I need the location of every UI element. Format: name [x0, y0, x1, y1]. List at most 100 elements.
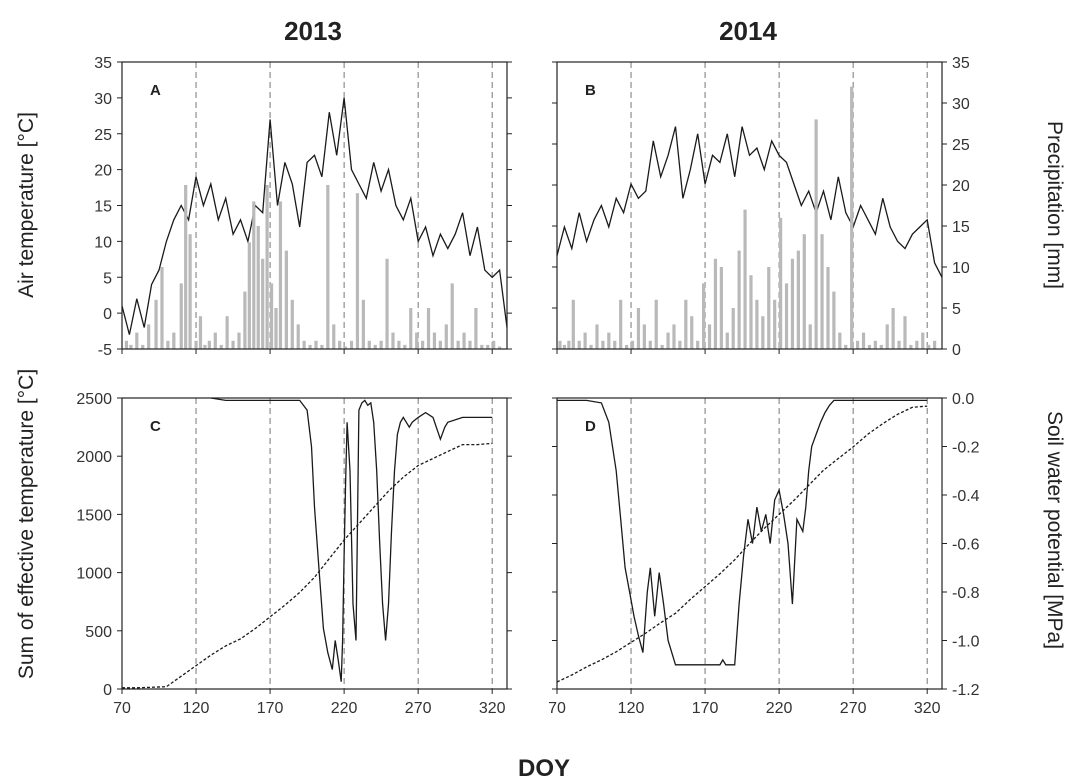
precipitation-bar: [474, 308, 478, 349]
precipitation-bar: [562, 344, 567, 349]
precipitation-bar: [814, 119, 818, 350]
x-tick-label: 320: [914, 700, 941, 717]
y2-tick-label: 10: [952, 260, 970, 277]
plot-frame: [556, 61, 943, 350]
precipitation-bar: [630, 340, 635, 349]
precipitation-bar: [701, 283, 706, 349]
precipitation-bar: [247, 242, 251, 349]
x-tick-label: 120: [618, 700, 645, 717]
y-tick-label: 2500: [76, 391, 112, 408]
y-tick-label: 20: [94, 163, 112, 180]
precipitation-bar: [696, 340, 700, 349]
plot-frame: [121, 397, 508, 690]
precipitation-bar: [308, 344, 312, 349]
y-axis-title-soil-water-potential: Soil water potential [MPa]: [1043, 411, 1066, 649]
precipitation-bar: [225, 316, 229, 349]
precipitation-bar: [832, 291, 836, 349]
precipitation-bar: [749, 275, 753, 349]
precipitation-bar: [903, 316, 907, 349]
precipitation-bar: [850, 86, 854, 349]
precipitation-bar: [426, 308, 431, 349]
y-tick-label: 25: [94, 127, 112, 144]
precipitation-bar: [826, 267, 830, 349]
precipitation-bar: [885, 324, 889, 349]
precipitation-bar: [492, 340, 496, 349]
precipitation-bar: [607, 332, 611, 349]
precipitation-bar: [796, 250, 800, 349]
precipitation-bar: [361, 299, 365, 349]
precipitation-bar: [320, 344, 324, 349]
precipitation-bar: [558, 340, 562, 349]
panel-c: C 70 120 170 220 270 320 0 500 1000 1500 2000 2500: [76, 391, 512, 717]
precipitation-bar: [707, 324, 712, 349]
precipitation-bar: [284, 250, 288, 349]
precipitation-bar: [820, 234, 824, 349]
precipitation-bar: [778, 217, 783, 349]
precipitation-bar: [589, 344, 593, 349]
precipitation-bar: [438, 340, 442, 349]
precipitation-bar: [154, 299, 158, 349]
precipitation-bar: [338, 340, 342, 349]
y2-tick-label: 20: [952, 178, 970, 195]
y-tick-label: 10: [94, 234, 112, 251]
precipitation-bar: [252, 201, 256, 349]
precipitation-bar: [790, 258, 795, 349]
precipitation-bar: [160, 267, 164, 349]
precipitation-bar: [243, 291, 247, 349]
precipitation-bar: [636, 308, 641, 349]
precipitation-bar: [172, 332, 176, 349]
precipitation-bar: [737, 250, 741, 349]
precipitation-bar: [932, 340, 937, 349]
precipitation-bar: [290, 299, 294, 349]
precipitation-bar: [409, 308, 413, 349]
y-axis-title-sum-effective-temperature: Sum of effective temperature [°C]: [15, 369, 38, 679]
precipitation-bar: [897, 340, 901, 349]
precipitation-bar: [802, 234, 806, 349]
precipitation-bar: [915, 340, 919, 349]
y2-tick-label: -0.6: [952, 537, 980, 554]
x-tick-label: 120: [183, 700, 210, 717]
precipitation-bar: [355, 193, 360, 349]
precipitation-bar: [207, 340, 211, 349]
soil-water-potential-line: [557, 399, 928, 666]
precipitation-bar: [415, 332, 419, 349]
precipitation-bar: [867, 344, 872, 349]
x-tick-label: 70: [548, 700, 566, 717]
precipitation-bar: [332, 324, 336, 349]
precipitation-bar: [761, 316, 765, 349]
x-tick-label: 170: [692, 700, 719, 717]
precipitation-bar: [256, 226, 260, 349]
precipitation-bar: [713, 258, 718, 349]
precipitation-bar: [855, 340, 860, 349]
precipitation-bar: [444, 324, 448, 349]
precipitation-bar: [595, 324, 599, 349]
precipitation-bar: [379, 340, 383, 349]
precipitation-bar: [666, 332, 670, 349]
precipitation-bar: [188, 234, 192, 349]
y2-tick-label: 0: [952, 342, 961, 359]
y2-tick-label: 35: [952, 55, 970, 72]
precipitation-bar: [135, 332, 139, 349]
y-tick-label: 1000: [76, 566, 112, 583]
soil-water-potential-line: [210, 397, 493, 682]
x-tick-label: 270: [840, 700, 867, 717]
y2-tick-label: 0.0: [952, 391, 974, 408]
x-axis-title-doy: DOY: [518, 755, 570, 782]
x-tick-label: 70: [113, 700, 131, 717]
precipitation-bar: [767, 267, 771, 349]
y2-tick-label: 30: [952, 96, 970, 113]
precipitation-bar: [873, 340, 877, 349]
plot-frame: [556, 397, 943, 690]
sum-effective-temperature-line: [556, 405, 928, 683]
precipitation-bar: [269, 283, 274, 349]
y2-tick-label: -1.2: [952, 682, 980, 699]
precipitation-bar: [784, 283, 789, 349]
precipitation-bar: [672, 324, 676, 349]
y2-tick-label: 15: [952, 219, 970, 236]
x-tick-label: 220: [766, 700, 793, 717]
precipitation-bar: [397, 340, 401, 349]
precipitation-bar: [909, 344, 913, 349]
precipitation-bar: [927, 344, 931, 349]
precipitation-bar: [462, 332, 466, 349]
